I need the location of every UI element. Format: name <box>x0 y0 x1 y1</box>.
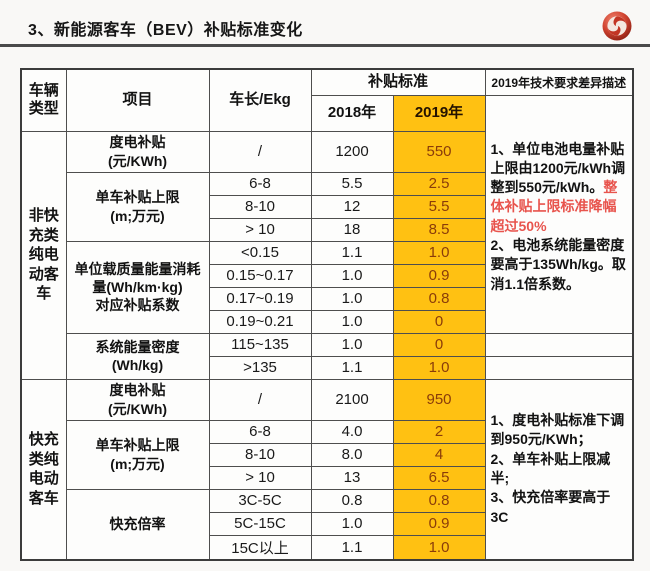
header-vehicle-type: 车辆类型 <box>20 68 67 132</box>
value-2019-cell: 4 <box>392 442 486 467</box>
value-2018-cell: 13 <box>310 465 394 490</box>
value-2018-cell: 1200 <box>310 130 394 173</box>
length-cell: >135 <box>208 355 312 380</box>
value-2019-cell: 550 <box>392 130 486 173</box>
value-2018-cell: 4.0 <box>310 419 394 444</box>
value-2019-cell: 0.8 <box>392 286 486 311</box>
header-length: 车长/Ekg <box>208 68 312 132</box>
length-cell: 3C-5C <box>208 488 312 513</box>
title-divider <box>0 44 650 47</box>
item-cell: 单车补贴上限 (m;万元) <box>65 171 210 242</box>
length-cell: 8-10 <box>208 442 312 467</box>
value-2019-cell: 0.8 <box>392 488 486 513</box>
description-empty-cell <box>484 332 634 357</box>
value-2018-cell: 1.0 <box>310 511 394 536</box>
header-2019: 2019年 <box>392 94 486 132</box>
value-2018-cell: 1.1 <box>310 534 394 560</box>
item-cell: 度电补贴 (元/KWh) <box>65 130 210 173</box>
item-cell: 快充倍率 <box>65 488 210 560</box>
value-2018-cell: 1.0 <box>310 309 394 334</box>
length-cell: 0.19~0.21 <box>208 309 312 334</box>
length-cell: / <box>208 378 312 421</box>
length-cell: > 10 <box>208 465 312 490</box>
length-cell: 0.15~0.17 <box>208 263 312 288</box>
value-2018-cell: 1.0 <box>310 263 394 288</box>
value-2019-cell: 0.9 <box>392 511 486 536</box>
value-2018-cell: 1.1 <box>310 240 394 265</box>
header-2018: 2018年 <box>310 94 394 132</box>
value-2018-cell: 2100 <box>310 378 394 421</box>
length-cell: 6-8 <box>208 171 312 196</box>
value-2019-cell: 0 <box>392 332 486 357</box>
value-2019-cell: 950 <box>392 378 486 421</box>
length-cell: 15C以上 <box>208 534 312 560</box>
value-2019-cell: 5.5 <box>392 194 486 219</box>
item-cell: 单车补贴上限 (m;万元) <box>65 419 210 490</box>
vehicle-type-cell: 快充类纯电动客车 <box>20 378 67 560</box>
item-cell: 度电补贴 (元/KWh) <box>65 378 210 421</box>
header-subsidy-standard: 补贴标准 <box>310 68 486 96</box>
length-cell: 6-8 <box>208 419 312 444</box>
value-2018-cell: 18 <box>310 217 394 242</box>
item-cell: 单位载质量能量消耗 量(Wh/km·kg) 对应补贴系数 <box>65 240 210 334</box>
value-2018-cell: 5.5 <box>310 171 394 196</box>
value-2018-cell: 1.1 <box>310 355 394 380</box>
description-alert-text: 整体补贴上限标准降幅超过50% <box>490 179 618 234</box>
value-2019-cell: 0.9 <box>392 263 486 288</box>
header-description: 2019年技术要求差异描述 <box>484 68 634 96</box>
value-2018-cell: 0.8 <box>310 488 394 513</box>
value-2019-cell: 2 <box>392 419 486 444</box>
length-cell: 5C-15C <box>208 511 312 536</box>
subsidy-table: 车辆类型 项目 车长/Ekg 补贴标准 2019年技术要求差异描述 2018年 … <box>20 68 635 561</box>
value-2019-cell: 2.5 <box>392 171 486 196</box>
value-2018-cell: 8.0 <box>310 442 394 467</box>
description-cell: 1、度电补贴标准下调到950元/KWh； 2、单车补贴上限减半; 3、快充倍率要… <box>484 378 634 560</box>
length-cell: <0.15 <box>208 240 312 265</box>
value-2018-cell: 1.0 <box>310 332 394 357</box>
description-text: 1、单位电池电量补贴上限由1200元/kWh调整到550元/kWh。 <box>490 140 626 196</box>
value-2019-cell: 6.5 <box>392 465 486 490</box>
item-cell: 系统能量密度 (Wh/kg) <box>65 332 210 380</box>
description-cell: 1、单位电池电量补贴上限由1200元/kWh调整到550元/kWh。整体补贴上限… <box>484 94 634 334</box>
value-2018-cell: 12 <box>310 194 394 219</box>
value-2019-cell: 1.0 <box>392 240 486 265</box>
value-2019-cell: 0 <box>392 309 486 334</box>
vehicle-type-cell: 非快充类纯电动客车 <box>20 130 67 380</box>
length-cell: 115~135 <box>208 332 312 357</box>
description-text: 2、电池系统能量密度要高于135Wh/kg。取消1.1倍系数。 <box>490 237 626 292</box>
value-2018-cell: 1.0 <box>310 286 394 311</box>
description-empty-cell <box>484 355 634 380</box>
length-cell: / <box>208 130 312 173</box>
dongfeng-logo-icon <box>602 11 632 41</box>
page-title: 3、新能源客车（BEV）补贴标准变化 <box>28 22 303 39</box>
length-cell: 8-10 <box>208 194 312 219</box>
header-item: 项目 <box>65 68 210 132</box>
value-2019-cell: 1.0 <box>392 355 486 380</box>
value-2019-cell: 8.5 <box>392 217 486 242</box>
length-cell: > 10 <box>208 217 312 242</box>
length-cell: 0.17~0.19 <box>208 286 312 311</box>
value-2019-cell: 1.0 <box>392 534 486 560</box>
